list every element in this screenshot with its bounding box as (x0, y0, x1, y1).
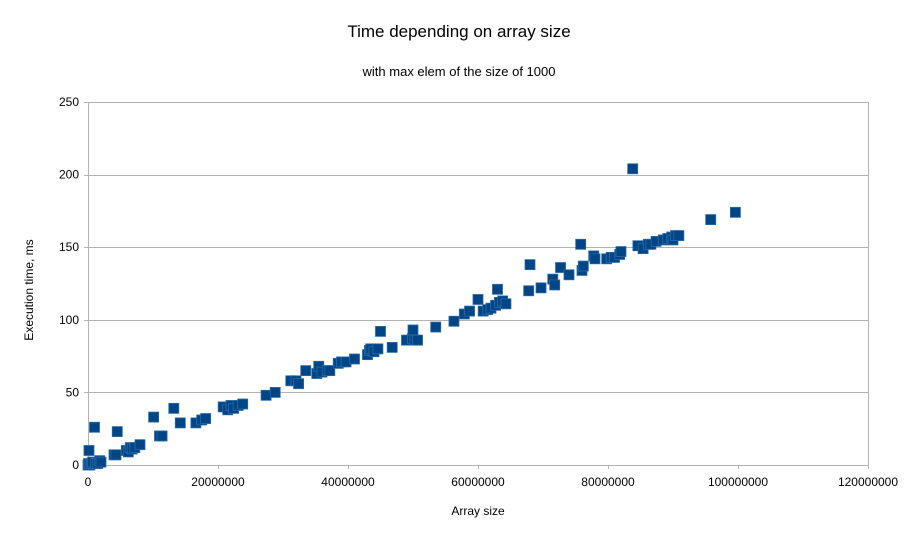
y-axis-title: Execution time, ms (22, 239, 36, 340)
y-tick-label: 200 (59, 168, 79, 182)
data-points (82, 163, 741, 471)
data-point (237, 398, 249, 410)
x-tick-label: 60000000 (451, 475, 505, 489)
data-point (577, 260, 589, 272)
data-point (89, 421, 100, 433)
y-tick-label: 100 (59, 313, 79, 327)
data-point (535, 282, 547, 294)
data-point (293, 378, 305, 390)
data-point (111, 426, 123, 438)
data-point (168, 402, 180, 414)
y-tick-label: 150 (59, 240, 79, 254)
axes (84, 102, 869, 469)
x-tick-label: 120000000 (838, 475, 898, 489)
data-point (349, 353, 360, 365)
data-point (472, 294, 484, 305)
y-tick-labels: 0 50 100 150 200 250 (59, 95, 79, 472)
data-point (375, 326, 386, 337)
data-point (260, 389, 272, 401)
y-tick-label: 50 (66, 385, 80, 399)
data-point (448, 315, 460, 327)
data-point (324, 365, 336, 377)
data-point (110, 449, 122, 461)
data-point (148, 411, 160, 423)
data-point (464, 305, 475, 317)
data-point (575, 238, 587, 250)
x-tick-label: 20000000 (191, 475, 245, 489)
data-point (555, 262, 566, 273)
data-point (730, 206, 741, 218)
data-point (156, 430, 168, 442)
data-point (95, 456, 107, 468)
data-point (134, 439, 146, 451)
x-tick-label: 40000000 (321, 475, 375, 489)
data-point (563, 269, 575, 281)
data-point (372, 343, 384, 355)
data-point (269, 386, 281, 398)
data-point (705, 214, 717, 226)
data-point (524, 259, 536, 271)
chart-subtitle: with max elem of the size of 1000 (362, 64, 556, 79)
data-point (500, 298, 512, 310)
x-tick-label: 100000000 (708, 475, 768, 489)
data-point (589, 253, 601, 265)
data-point (412, 334, 423, 346)
x-tick-labels: 0 20000000 40000000 60000000 80000000 1000000… (85, 475, 899, 489)
data-point (174, 417, 186, 429)
gridlines (88, 102, 868, 466)
y-tick-label: 250 (59, 95, 79, 109)
data-point (300, 365, 312, 377)
data-point (523, 285, 535, 297)
data-point (200, 413, 212, 424)
data-point (549, 279, 561, 291)
data-point (386, 341, 398, 353)
data-point (673, 230, 685, 241)
data-point (615, 246, 627, 257)
data-point (407, 324, 419, 336)
y-tick-label: 0 (72, 458, 79, 472)
x-axis-title: Array size (451, 504, 505, 518)
chart-title: Time depending on array size (347, 22, 570, 41)
x-tick-label: 0 (85, 475, 92, 489)
data-point (430, 321, 442, 333)
x-tick-label: 80000000 (581, 475, 635, 489)
data-point (627, 163, 639, 175)
data-point (492, 283, 503, 295)
data-point (83, 445, 95, 456)
